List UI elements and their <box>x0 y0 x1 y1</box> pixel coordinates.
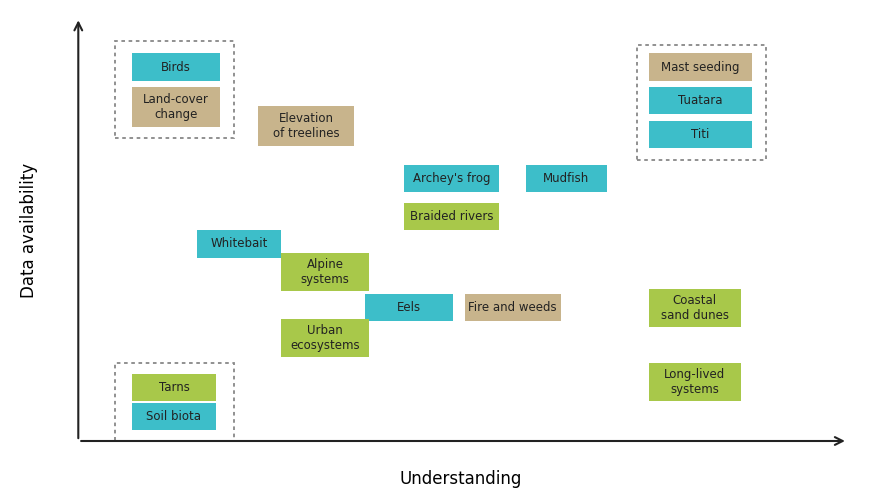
Bar <box>464 294 560 321</box>
Text: Soil biota: Soil biota <box>146 410 202 423</box>
Bar <box>115 41 234 138</box>
Bar <box>115 363 234 441</box>
Text: Archey's frog: Archey's frog <box>412 172 490 185</box>
Text: Urban
ecosystems: Urban ecosystems <box>290 324 360 352</box>
Bar <box>648 87 751 115</box>
Bar <box>648 121 751 148</box>
Text: Long-lived
systems: Long-lived systems <box>663 368 725 396</box>
Text: Elevation
of treelines: Elevation of treelines <box>273 112 339 140</box>
Text: Braided rivers: Braided rivers <box>409 210 493 223</box>
Text: Land-cover
change: Land-cover change <box>143 93 209 121</box>
Bar <box>132 373 216 401</box>
Bar <box>526 165 606 193</box>
Text: Whitebait: Whitebait <box>210 238 268 250</box>
Text: Mudfish: Mudfish <box>542 172 589 185</box>
Text: Mast seeding: Mast seeding <box>660 60 739 74</box>
Text: Data availability: Data availability <box>19 163 37 298</box>
Text: Understanding: Understanding <box>400 470 521 489</box>
Text: Tuatara: Tuatara <box>677 94 722 107</box>
Bar <box>648 53 751 81</box>
Text: Titi: Titi <box>690 128 709 141</box>
Bar <box>258 106 354 146</box>
Bar <box>281 319 368 357</box>
Bar <box>403 203 499 230</box>
Bar <box>132 403 216 430</box>
Bar <box>281 253 368 292</box>
Text: Alpine
systems: Alpine systems <box>301 258 349 287</box>
Text: Eels: Eels <box>397 301 421 314</box>
Text: Fire and weeds: Fire and weeds <box>468 301 556 314</box>
Bar <box>648 289 740 327</box>
Text: Coastal
sand dunes: Coastal sand dunes <box>660 294 727 322</box>
Bar <box>132 87 220 127</box>
Bar <box>196 230 281 258</box>
Bar <box>648 363 740 401</box>
Bar <box>636 45 765 160</box>
Bar <box>365 294 453 321</box>
Text: Tarns: Tarns <box>158 381 189 394</box>
Text: Birds: Birds <box>161 60 190 74</box>
Bar <box>403 165 499 193</box>
Bar <box>132 53 220 81</box>
